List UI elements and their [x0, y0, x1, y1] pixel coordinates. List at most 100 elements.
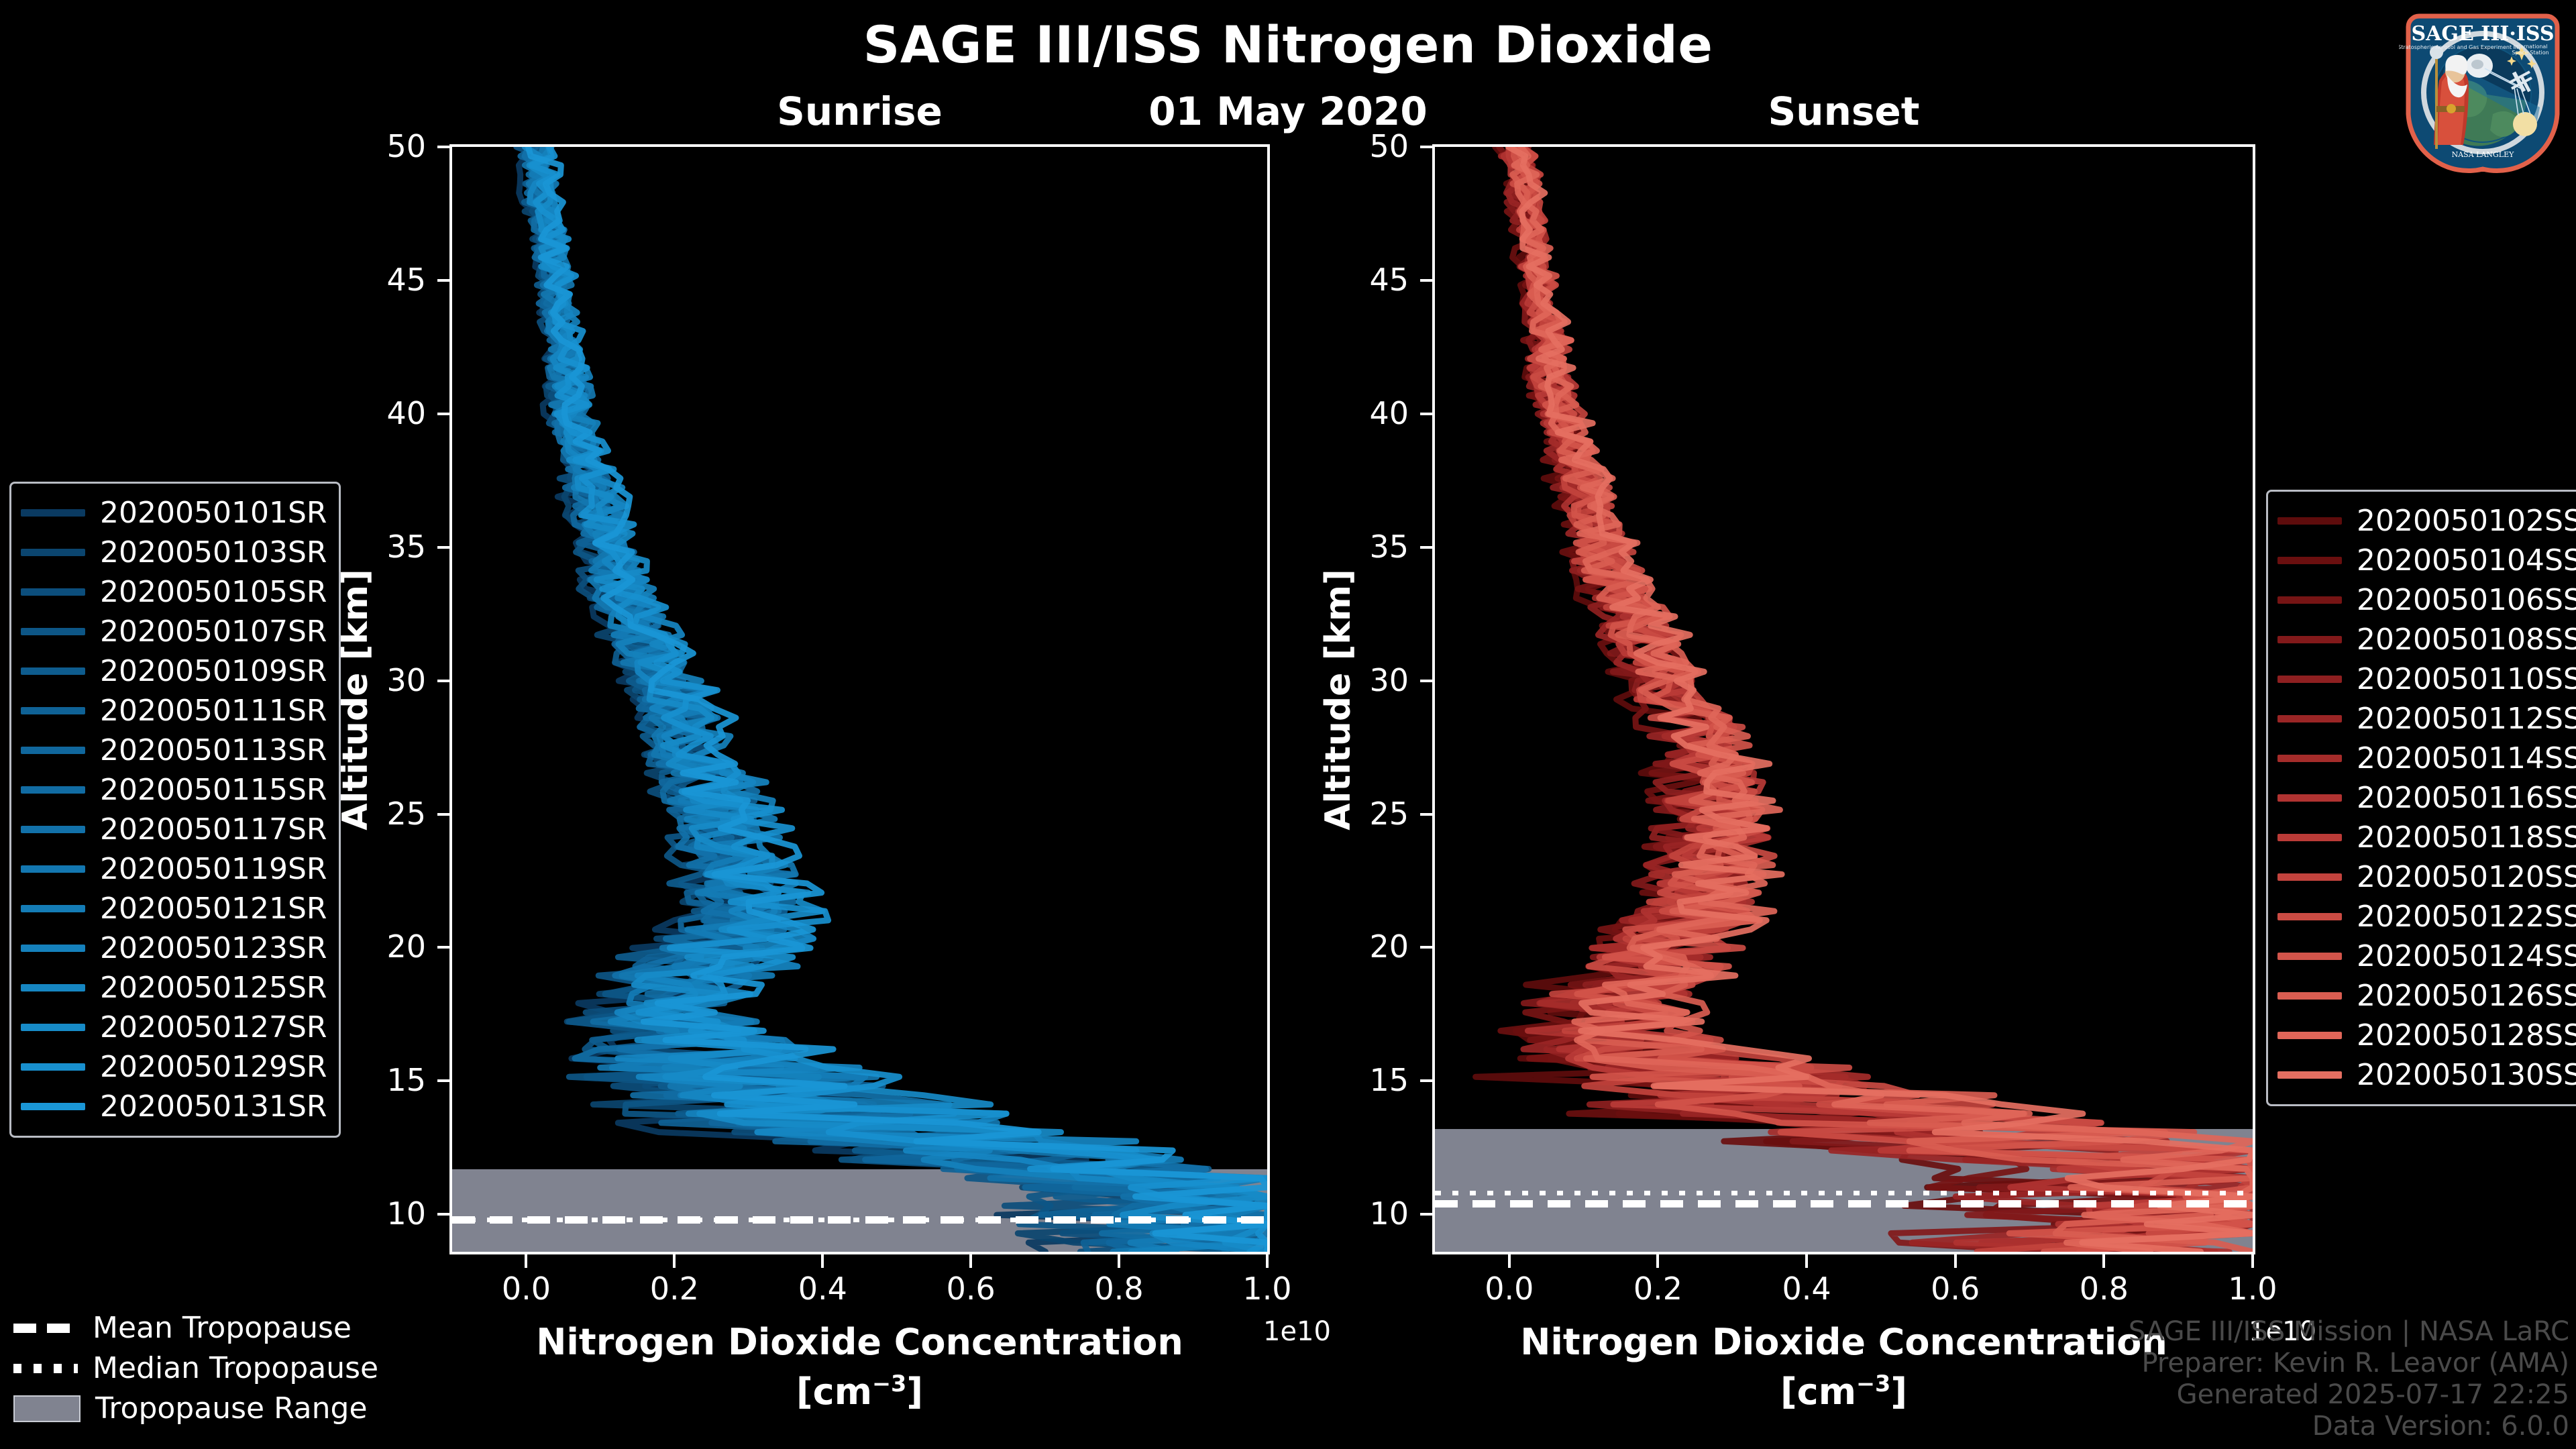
y-axis-tick [437, 1079, 451, 1083]
x-axis-tick [1656, 1254, 1660, 1268]
y-axis-tick-label: 10 [1369, 1195, 1409, 1232]
legend-label: 2020050118SS [2357, 820, 2576, 855]
legend-item[interactable]: 2020050108SS [2277, 620, 2576, 659]
legend-item-mean-tropopause: Mean Tropopause [13, 1308, 378, 1348]
legend-item[interactable]: 2020050131SR [21, 1087, 327, 1126]
legend-label-tropopause-range: Tropopause Range [95, 1391, 368, 1426]
legend-label: 2020050129SR [100, 1049, 327, 1084]
legend-color-swatch [2277, 517, 2342, 525]
legend-item[interactable]: 2020050119SR [21, 849, 327, 889]
legend-label: 2020050128SS [2357, 1018, 2576, 1053]
page-title: SAGE III/ISS Nitrogen Dioxide [863, 15, 1713, 74]
legend-color-swatch [2277, 755, 2342, 762]
x-axis-tick [2251, 1254, 2254, 1268]
dotted-line-icon [13, 1364, 78, 1373]
y-axis-tick [1420, 146, 1434, 148]
legend-label: 2020050115SR [100, 772, 327, 807]
y-axis-tick-label: 15 [386, 1062, 426, 1099]
legend-label: 2020050122SS [2357, 899, 2576, 934]
legend-item[interactable]: 2020050107SR [21, 612, 327, 651]
legend-item[interactable]: 2020050129SR [21, 1047, 327, 1087]
legend-color-swatch [2277, 834, 2342, 841]
legend-item[interactable]: 2020050109SR [21, 651, 327, 691]
x-axis-tick [1805, 1254, 1809, 1268]
y-axis-tick-label: 15 [1369, 1062, 1409, 1099]
profile-lines [1472, 147, 2253, 1252]
legend-item[interactable]: 2020050127SR [21, 1008, 327, 1047]
legend-item[interactable]: 2020050123SR [21, 928, 327, 968]
legend-label: 2020050124SS [2357, 938, 2576, 973]
legend-color-swatch [21, 549, 85, 556]
legend-label: 2020050121SR [100, 891, 327, 926]
legend-color-swatch [21, 826, 85, 833]
legend-item[interactable]: 2020050124SS [2277, 936, 2576, 976]
mean-tropopause-line [1435, 1200, 2253, 1208]
x-axis-tick-label: 0.4 [798, 1271, 847, 1307]
legend-label: 2020050113SR [100, 733, 327, 767]
x-axis-tick [821, 1254, 824, 1268]
y-axis-tick [437, 679, 451, 682]
x-axis-tick [969, 1254, 973, 1268]
x-axis-tick-label: 0.2 [1633, 1271, 1683, 1307]
dashed-line-icon [13, 1324, 78, 1333]
legend-color-swatch [21, 945, 85, 952]
legend-item[interactable]: 2020050102SS [2277, 501, 2576, 541]
x-axis-tick [2102, 1254, 2106, 1268]
legend-item[interactable]: 2020050113SR [21, 731, 327, 770]
x-axis-exponent-label: 1e10 [1263, 1316, 1331, 1347]
x-axis-tick [1507, 1254, 1511, 1268]
x-axis-tick-label: 1.0 [1242, 1271, 1292, 1307]
legend-item[interactable]: 2020050130SS [2277, 1055, 2576, 1095]
x-axis-title-line1: Nitrogen Dioxide Concentration [1520, 1321, 2167, 1363]
x-axis-tick-label: 0.4 [1782, 1271, 1831, 1307]
svg-text:NASA LANGLEY: NASA LANGLEY [2452, 150, 2515, 159]
legend-item[interactable]: 2020050120SS [2277, 857, 2576, 897]
legend-color-swatch [2277, 715, 2342, 722]
legend-item[interactable]: 2020050114SS [2277, 739, 2576, 778]
legend-item[interactable]: 2020050106SS [2277, 580, 2576, 620]
credits-line-mission: SAGE III/ISS Mission | NASA LaRC [2128, 1316, 2569, 1347]
legend-item[interactable]: 2020050105SR [21, 572, 327, 612]
legend-item[interactable]: 2020050112SS [2277, 699, 2576, 739]
y-axis-tick [437, 278, 451, 282]
legend-color-swatch [2277, 676, 2342, 683]
y-axis-tick [1420, 545, 1434, 549]
legend-item[interactable]: 2020050126SS [2277, 976, 2576, 1016]
legend-item[interactable]: 2020050111SR [21, 691, 327, 731]
legend-color-swatch [21, 747, 85, 754]
legend-item[interactable]: 2020050116SS [2277, 778, 2576, 818]
legend-item[interactable]: 2020050121SR [21, 889, 327, 928]
legend-sunrise[interactable]: 2020050101SR 2020050103SR 2020050105SR 2020… [9, 482, 341, 1138]
y-axis-tick-label: 50 [1369, 128, 1409, 164]
y-axis-tick-label: 25 [386, 795, 426, 832]
legend-item[interactable]: 2020050115SR [21, 770, 327, 810]
legend-label: 2020050104SS [2357, 543, 2576, 578]
y-axis-tick [437, 946, 451, 949]
legend-item[interactable]: 2020050128SS [2277, 1016, 2576, 1055]
legend-item[interactable]: 2020050110SS [2277, 659, 2576, 699]
legend-sunset[interactable]: 2020050102SS 2020050104SS 2020050106SS 2020… [2266, 490, 2576, 1106]
y-axis-tick [1420, 679, 1434, 682]
legend-label: 2020050117SR [100, 812, 327, 847]
credits-line-preparer: Preparer: Kevin R. Leavor (AMA) [2141, 1348, 2569, 1379]
y-axis-tick-label: 30 [386, 661, 426, 698]
legend-label: 2020050107SR [100, 614, 327, 649]
legend-item[interactable]: 2020050117SR [21, 810, 327, 849]
legend-label: 2020050119SR [100, 851, 327, 886]
legend-label: 2020050102SS [2357, 503, 2576, 538]
legend-item[interactable]: 2020050125SR [21, 968, 327, 1008]
legend-color-swatch [21, 786, 85, 794]
legend-item[interactable]: 2020050103SR [21, 533, 327, 572]
legend-item[interactable]: 2020050122SS [2277, 897, 2576, 936]
legend-item[interactable]: 2020050101SR [21, 493, 327, 533]
legend-label: 2020050120SS [2357, 859, 2576, 894]
x-axis-tick-label: 0.8 [1094, 1271, 1144, 1307]
x-axis-tick-label: 0.0 [1485, 1271, 1534, 1307]
x-axis-tick-label: 0.6 [946, 1271, 996, 1307]
x-axis-tick [673, 1254, 676, 1268]
legend-item[interactable]: 2020050104SS [2277, 541, 2576, 580]
x-axis-tick [1953, 1254, 1957, 1268]
legend-item[interactable]: 2020050118SS [2277, 818, 2576, 857]
y-axis-tick-label: 40 [1369, 394, 1409, 431]
x-axis-tick-label: 1.0 [2228, 1271, 2277, 1307]
